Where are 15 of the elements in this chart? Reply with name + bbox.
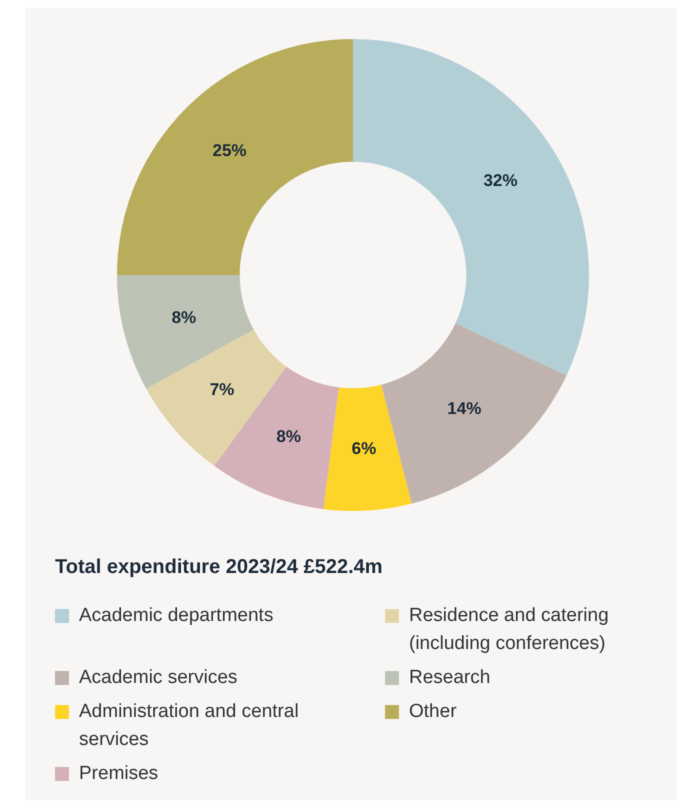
legend-label: Other <box>409 700 457 724</box>
data-label: 8% <box>172 308 196 328</box>
legend-label: Research <box>409 666 490 690</box>
legend-label: Academic departments <box>79 604 274 628</box>
text: Total expenditure 2023/24 £522.4m <box>55 556 383 579</box>
legend-label: Residence and catering (including conferences) <box>409 604 610 656</box>
data-label: 25% <box>212 141 247 160</box>
legend-label: Academic services <box>79 666 238 690</box>
legend-label: Premises <box>79 762 158 786</box>
data-label: 6% <box>352 438 376 458</box>
data-label: 32% <box>483 171 518 190</box>
data-label: 8% <box>276 427 301 446</box>
data-label: 7% <box>210 380 234 400</box>
legend-label: Administration and central services <box>79 700 300 752</box>
data-label: 14% <box>447 399 482 418</box>
